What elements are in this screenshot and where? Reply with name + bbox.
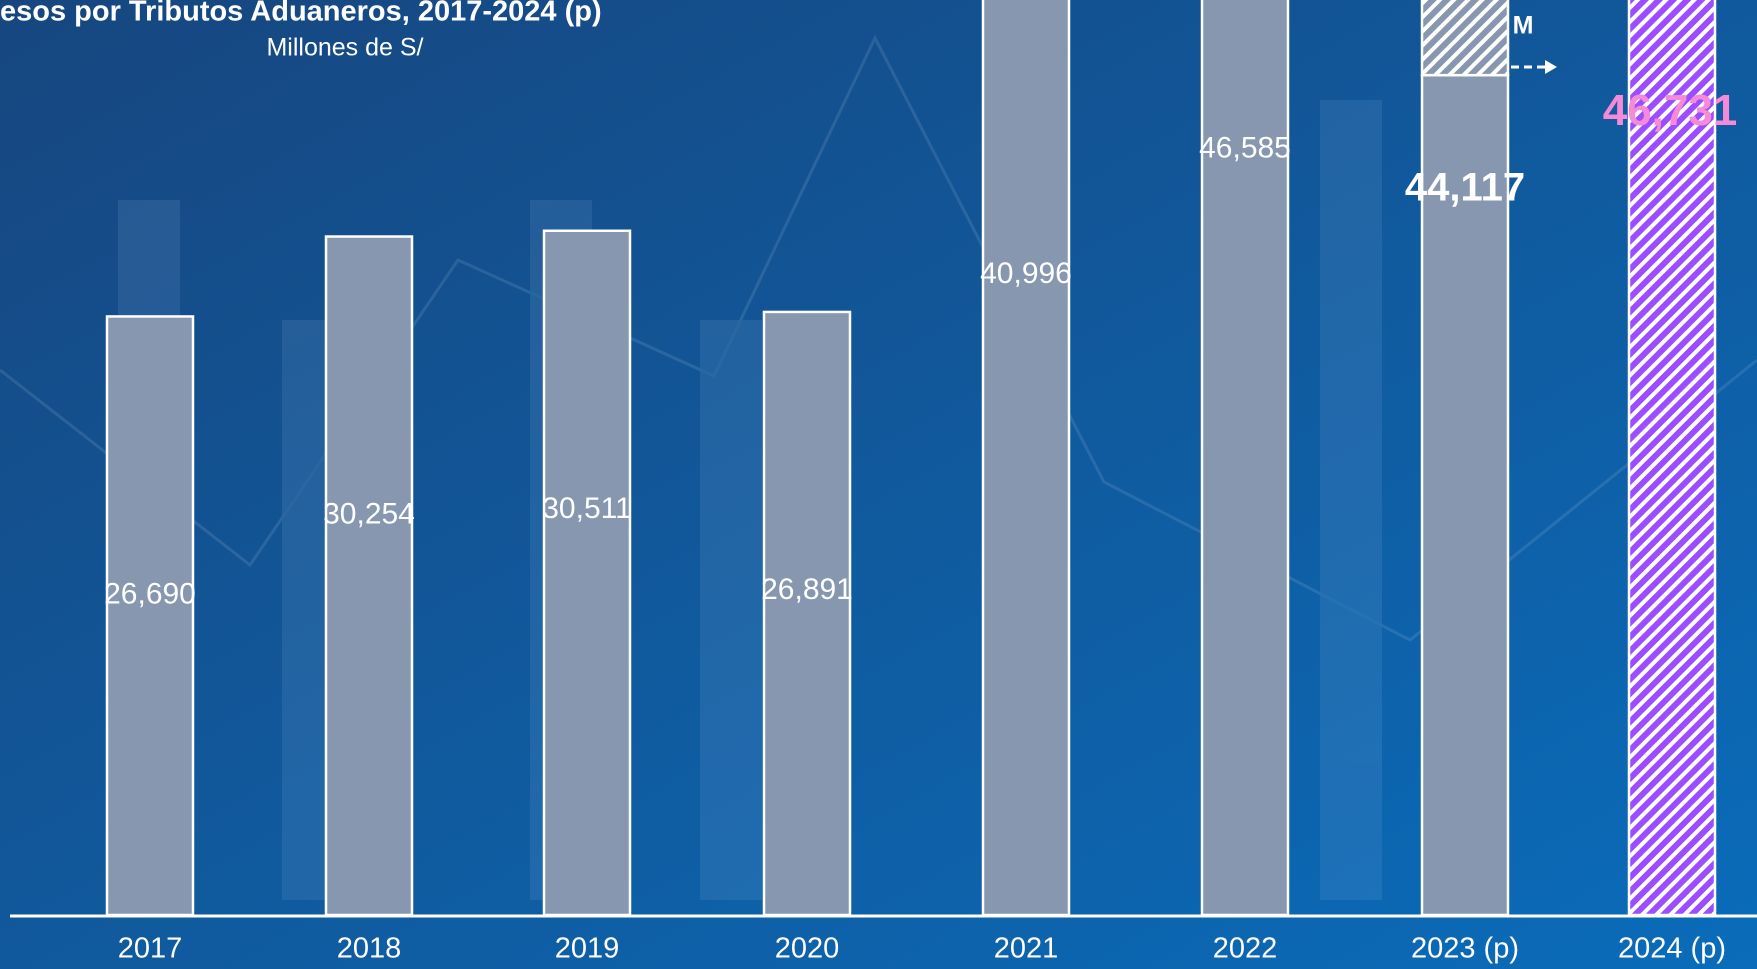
x-tick-label: 2021 — [994, 933, 1059, 965]
value-label: 46,585 — [1199, 132, 1291, 165]
bar — [324, 235, 414, 917]
value-label: 44,117 — [1405, 165, 1525, 209]
chart-title: esos por Tributos Aduaneros, 2017-2024 (… — [0, 0, 602, 28]
bar — [542, 229, 632, 917]
value-label: 26,690 — [104, 578, 196, 611]
bar — [981, 0, 1071, 917]
value-label: 40,996 — [980, 257, 1072, 290]
value-label: 46,731 — [1603, 86, 1738, 135]
x-tick-label: 2017 — [118, 933, 183, 965]
bar — [105, 315, 195, 917]
value-label: 30,254 — [323, 498, 415, 531]
x-tick-label: 2022 — [1213, 933, 1278, 965]
x-tick-label: 2023 (p) — [1411, 933, 1519, 965]
value-label: 26,891 — [761, 573, 853, 606]
bar — [1420, 73, 1510, 917]
chart-subtitle: Millones de S/ — [266, 34, 423, 62]
x-tick-label: 2018 — [337, 933, 402, 965]
x-tick-label: 2024 (p) — [1618, 933, 1726, 965]
bar-hatched — [1627, 0, 1717, 917]
bar — [762, 310, 852, 917]
bar — [1200, 0, 1290, 917]
bar-hatched — [1420, 0, 1510, 77]
x-tick-label: 2019 — [555, 933, 620, 965]
x-tick-label: 2020 — [775, 933, 840, 965]
annotation-arrowhead — [1545, 60, 1557, 74]
value-label: 30,511 — [542, 492, 632, 525]
